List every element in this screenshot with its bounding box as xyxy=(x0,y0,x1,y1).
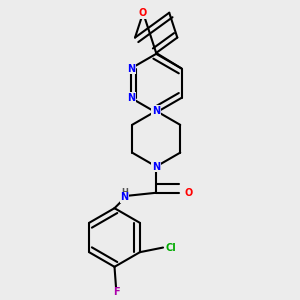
Text: O: O xyxy=(139,8,147,18)
Text: N: N xyxy=(120,192,128,203)
Text: H: H xyxy=(121,188,128,196)
Text: N: N xyxy=(127,64,135,74)
Text: F: F xyxy=(113,287,119,298)
Text: N: N xyxy=(152,106,160,116)
Text: N: N xyxy=(152,161,160,172)
Text: N: N xyxy=(127,93,135,103)
Text: O: O xyxy=(184,188,193,198)
Text: Cl: Cl xyxy=(165,242,176,253)
